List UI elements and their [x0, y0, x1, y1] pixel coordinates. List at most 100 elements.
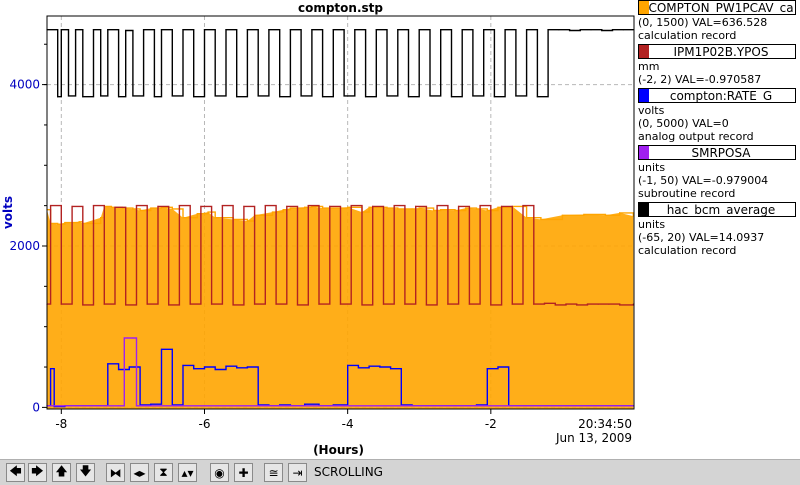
data-point	[350, 205, 352, 207]
data-point	[286, 205, 288, 207]
legend-name[interactable]: IPM1P02B.YPOS	[638, 44, 796, 59]
legend-name[interactable]: hac_bcm_average	[638, 202, 796, 217]
zoom-out-x-button[interactable]: ◂▸	[130, 463, 149, 482]
data-point	[386, 95, 388, 97]
data-point	[150, 403, 152, 405]
data-point	[322, 96, 324, 98]
pan-up-button[interactable]: 🡅	[52, 463, 71, 482]
legend-record: calculation record	[638, 29, 737, 42]
data-point	[132, 208, 134, 210]
data-point	[125, 29, 127, 32]
data-point	[379, 366, 381, 368]
data-point	[493, 96, 495, 98]
pan-left-button[interactable]: 🡄	[6, 463, 25, 482]
legend-name[interactable]: COMPTON_PW1PCAV_ca	[638, 0, 796, 15]
legend-range: (-2, 2) VAL=-0.970587	[638, 73, 762, 86]
zoom-out-y-button[interactable]: ▴▾	[178, 463, 197, 482]
data-point	[128, 366, 130, 368]
zoom-out-vertical-icon: ▴▾	[181, 465, 194, 480]
data-point	[246, 220, 248, 222]
data-point	[604, 214, 607, 216]
zoom-in-y-button[interactable]: ⧗	[154, 463, 173, 482]
data-point	[565, 303, 567, 305]
data-point	[372, 205, 374, 207]
data-point	[82, 304, 84, 306]
data-point	[123, 337, 125, 339]
data-point	[375, 29, 377, 31]
pan-down-button[interactable]: 🡇	[76, 463, 95, 482]
data-point	[433, 209, 435, 212]
y-axis-label: volts	[1, 196, 15, 229]
data-point	[107, 363, 109, 365]
series-ipm1p02b-ypos	[46, 204, 634, 306]
zoom-in-x-button[interactable]: ⧓	[106, 463, 125, 482]
legend-name[interactable]: SMRPOSA	[638, 145, 796, 160]
legend-units: units	[638, 161, 666, 174]
x-tick-label: -6	[199, 417, 211, 431]
data-point	[50, 205, 52, 207]
scale-icon: ≅	[268, 465, 279, 480]
data-point	[300, 95, 302, 97]
chart-title: compton.stp	[298, 1, 383, 15]
data-point	[343, 95, 345, 97]
data-point	[296, 304, 299, 306]
data-point	[368, 365, 370, 367]
data-point	[182, 364, 184, 366]
data-point	[307, 205, 309, 207]
data-point	[171, 95, 173, 97]
scrolling-status: SCROLLING	[314, 465, 383, 479]
data-point	[203, 405, 206, 407]
data-point	[472, 95, 474, 97]
data-point	[622, 29, 624, 31]
data-point	[558, 29, 560, 31]
data-point	[458, 205, 460, 207]
data-point	[193, 368, 195, 370]
stripchart-svg[interactable]: -8 -6 -4 -2 0 2000 4000 compton.stp (Hours) volts…	[0, 0, 636, 458]
data-point	[193, 96, 195, 98]
data-point	[126, 337, 128, 339]
data-point	[418, 405, 420, 407]
data-point	[207, 211, 209, 213]
data-point	[318, 303, 320, 305]
data-point	[461, 29, 463, 31]
pan-right-button[interactable]: 🡆	[28, 463, 47, 482]
y-tick-label: 2000	[9, 239, 40, 253]
x-tick-label: -4	[342, 417, 354, 431]
plot-area[interactable]: -8 -6 -4 -2 0 2000 4000 compton.stp (Hours) volts…	[0, 0, 636, 458]
plot-border	[46, 15, 635, 410]
data-point	[282, 209, 284, 211]
data-point	[533, 303, 535, 305]
scroll-button[interactable]: ⇥	[288, 463, 307, 482]
data-point	[67, 95, 70, 97]
data-point	[397, 29, 399, 31]
legend-color-swatch	[639, 1, 649, 14]
legend-color-swatch	[639, 203, 649, 216]
x-tick-label: -8	[55, 417, 67, 431]
data-point	[132, 337, 134, 339]
data-point	[114, 206, 116, 208]
data-point	[511, 303, 513, 305]
data-point	[483, 29, 485, 31]
legend-name-text: IPM1P02B.YPOS	[673, 45, 769, 59]
data-point	[50, 368, 52, 370]
data-point	[347, 405, 349, 407]
data-point	[619, 212, 621, 214]
legend-name[interactable]: compton:RATE_G	[638, 88, 796, 103]
data-point	[332, 29, 334, 31]
legend-range: (-1, 50) VAL=-0.979004	[638, 174, 769, 187]
zoom-box-button[interactable]: ✚	[234, 463, 253, 482]
data-point	[236, 367, 238, 369]
data-point	[543, 302, 546, 304]
data-point	[447, 303, 449, 305]
data-point	[583, 213, 585, 216]
data-point	[214, 95, 216, 97]
data-point	[103, 303, 105, 305]
scale-button[interactable]: ≅	[264, 463, 283, 482]
data-point	[168, 304, 170, 306]
data-point	[125, 304, 127, 306]
data-point	[407, 96, 410, 98]
zoom-reset-button[interactable]: ◉	[210, 463, 229, 482]
data-point	[354, 29, 356, 31]
data-point	[365, 96, 367, 98]
data-point	[368, 206, 370, 208]
